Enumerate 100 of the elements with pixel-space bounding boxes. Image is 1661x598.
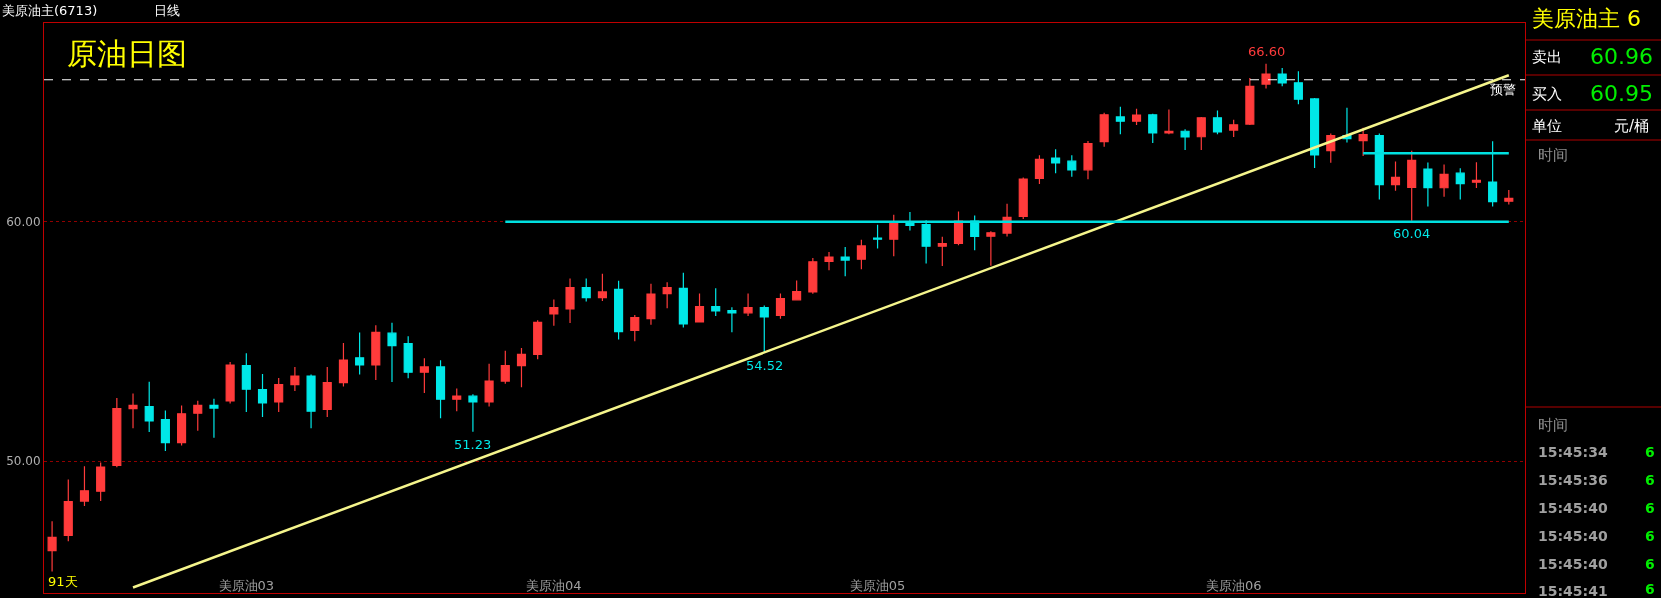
candlestick (500, 350, 510, 385)
text: 6 (1645, 556, 1655, 572)
text: 15:45:41 (1538, 583, 1608, 598)
candlestick (1034, 154, 1044, 185)
candlestick (727, 306, 737, 333)
candlestick (1390, 160, 1401, 192)
candlestick (646, 283, 656, 326)
candlestick (79, 465, 90, 507)
candlestick (1277, 67, 1287, 87)
text: 日线 (154, 3, 180, 18)
candlestick (290, 366, 300, 392)
x-tick-label: 美原油06 (1205, 578, 1262, 593)
x-tick-label: 美原油03 (218, 578, 275, 593)
candlestick (1439, 163, 1449, 198)
candlestick (533, 319, 543, 360)
text: 15:45:40 (1538, 528, 1608, 544)
candlestick (614, 280, 624, 341)
candlestick (856, 239, 866, 270)
candlestick (824, 251, 834, 271)
candlestick (1115, 106, 1125, 135)
candlestick (387, 322, 397, 383)
text: 单位 (1532, 117, 1562, 135)
annotation: 60.04 (1393, 226, 1431, 241)
candlestick (792, 279, 802, 301)
text: 6 (1645, 444, 1655, 460)
candlestick (209, 398, 219, 439)
candlestick (775, 292, 786, 320)
candlestick (581, 277, 591, 303)
text: 元/桶 (1614, 117, 1650, 135)
candlestick (630, 314, 640, 342)
candlestick (1245, 77, 1255, 126)
candlestick (597, 273, 607, 302)
text: 6 (1645, 500, 1655, 516)
annotation: 66.60 (1248, 44, 1286, 59)
text: 60.95 (1590, 81, 1653, 106)
candlestick (1083, 140, 1093, 180)
candlestick (96, 461, 106, 502)
candlestick (678, 272, 688, 328)
text: 原油日图 (67, 36, 187, 71)
candlestick (1196, 116, 1206, 151)
candlestick (1293, 70, 1303, 105)
candlestick (1229, 119, 1239, 138)
text: 6 (1645, 528, 1655, 544)
candlestick (193, 400, 203, 432)
candlestick (322, 366, 332, 418)
candlestick (177, 404, 187, 447)
candlestick (808, 257, 818, 295)
candlestick (937, 236, 947, 267)
candlestick (694, 292, 705, 323)
candlestick (1180, 128, 1190, 151)
candlestick (274, 377, 284, 413)
candlestick (241, 352, 251, 413)
candlestick (160, 409, 170, 452)
candlestick (549, 298, 559, 327)
text: 时间 (1538, 146, 1568, 164)
text: 卖出 (1532, 48, 1562, 66)
candlestick (484, 363, 494, 408)
candlestick (128, 392, 138, 429)
candlestick (743, 292, 753, 317)
annotation: 51.23 (454, 437, 492, 452)
candlestick (873, 224, 883, 250)
annotation: 91天 (48, 574, 78, 589)
y-tick-label: 50.00 (6, 454, 41, 469)
candlestick (1067, 154, 1077, 178)
candlestick (371, 324, 381, 381)
candlestick (1164, 108, 1174, 135)
candlestick (840, 246, 850, 277)
candlestick (1310, 97, 1320, 169)
candlestick (257, 373, 268, 418)
candlestick (468, 393, 478, 433)
candlestick (1051, 148, 1061, 174)
text: 15:45:40 (1538, 500, 1608, 516)
candlestick (1471, 161, 1482, 189)
candlestick (63, 478, 73, 542)
candlestick (306, 373, 316, 429)
candlestick (1212, 109, 1223, 135)
candlestick (1018, 176, 1028, 220)
candlestick (1261, 63, 1271, 89)
candlestick (338, 342, 348, 388)
candlestick (225, 361, 235, 405)
candlestick (516, 347, 527, 388)
candlestick (355, 331, 365, 376)
candlestick (1423, 161, 1433, 208)
candlestick (1099, 112, 1109, 148)
text: 6 (1645, 581, 1655, 597)
candlestick (144, 381, 154, 433)
candlestick (1131, 108, 1142, 126)
text: 15:45:34 (1538, 444, 1608, 460)
candlestick (889, 214, 899, 257)
candlestick (452, 387, 462, 412)
candlestick (1148, 113, 1158, 144)
text: 时间 (1538, 416, 1568, 434)
ref-line-label: 预警 (1490, 82, 1516, 97)
text: 60.96 (1590, 44, 1653, 69)
candlestick (112, 397, 122, 468)
candlestick (1455, 167, 1465, 201)
candlestick (435, 359, 446, 419)
candlestick (1407, 150, 1417, 222)
x-tick-label: 美原油05 (849, 578, 906, 593)
candlestick (986, 230, 996, 267)
